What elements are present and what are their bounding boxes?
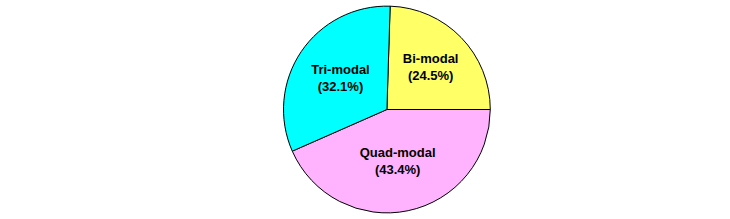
svg-text:Bi-modal(24.5%): Bi-modal(24.5%) — [403, 51, 459, 83]
svg-text:Tri-modal(32.1%): Tri-modal(32.1%) — [311, 62, 370, 94]
svg-text:Quad-modal(43.4%): Quad-modal(43.4%) — [360, 145, 436, 177]
